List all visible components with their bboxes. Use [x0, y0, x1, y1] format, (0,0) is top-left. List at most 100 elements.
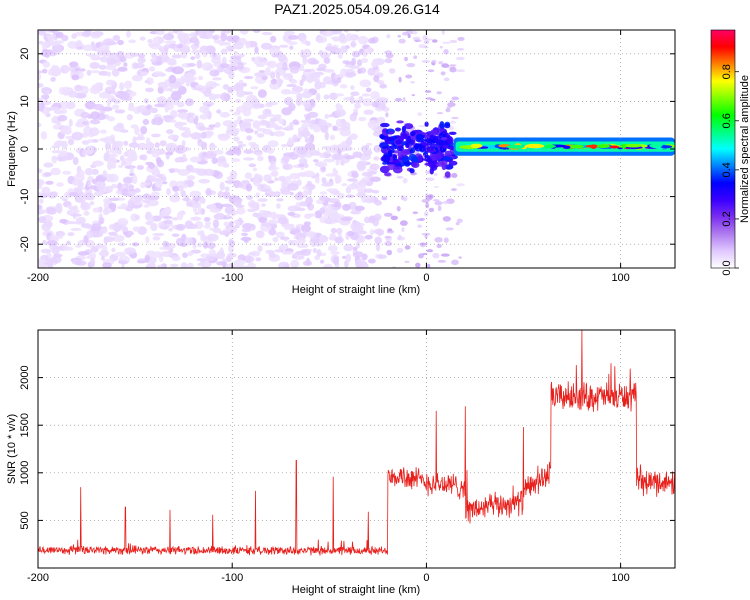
- spectrogram-cell: [59, 196, 65, 200]
- spectrogram-cell: [150, 107, 158, 114]
- spectrogram-cell: [251, 98, 260, 108]
- spectrogram-cell: [237, 62, 244, 70]
- spectrogram-cell: [389, 68, 396, 74]
- spectrogram-cell: [409, 147, 416, 154]
- spectrogram-cell: [107, 58, 117, 65]
- spectrogram-cell: [157, 86, 164, 94]
- spectrogram-cell: [319, 153, 325, 159]
- spectrogram-cell: [38, 70, 43, 74]
- spectrogram-cell: [446, 136, 454, 145]
- spectrogram-cell: [339, 128, 351, 137]
- spectrogram-cell: [455, 222, 460, 226]
- spectrogram-cell: [238, 265, 249, 268]
- spectrogram-cell: [241, 232, 248, 237]
- spectrogram-cell: [349, 133, 358, 140]
- spectrogram-cell: [76, 46, 82, 50]
- spectrogram-cell: [94, 181, 106, 190]
- spectrogram-cell: [170, 119, 177, 123]
- spectrogram-cell: [423, 152, 428, 156]
- spectrogram-cell: [156, 173, 163, 178]
- spectrogram-cell: [139, 36, 146, 41]
- spectrogram-cell: [367, 119, 380, 129]
- spectrogram-cell: [287, 211, 296, 216]
- spectrogram-cell: [160, 176, 167, 181]
- spectrogram-cell: [395, 139, 403, 145]
- spectrogram-cell: [253, 30, 261, 33]
- spectrogram-cell: [337, 149, 342, 155]
- spectrogram-cell: [247, 262, 256, 268]
- spectrogram-cell: [368, 171, 377, 175]
- spectrogram-cell: [373, 75, 380, 83]
- spectrogram-cell: [405, 142, 410, 148]
- spectrogram-cell: [254, 46, 259, 54]
- spectrogram-cell: [131, 175, 138, 185]
- spectrogram-cell: [319, 207, 326, 214]
- spectrogram-cell: [406, 30, 414, 35]
- spectrogram-cell: [396, 205, 401, 212]
- spectrogram-cell: [220, 32, 228, 42]
- spectrogram-cell: [247, 208, 256, 213]
- spectrogram-cell: [92, 207, 101, 213]
- spectrogram-cell: [39, 259, 47, 264]
- spectrogram-cell: [109, 197, 120, 201]
- spectrogram-cell: [458, 256, 462, 259]
- spectrogram-cell: [398, 38, 406, 44]
- spectrogram-cell: [198, 179, 211, 184]
- colorbar-tick-label: 0.6: [721, 113, 733, 128]
- spectrogram-cell: [153, 187, 162, 192]
- spectrogram-cell: [196, 59, 203, 69]
- spectrogram-cell: [43, 162, 54, 168]
- spectrogram-cell: [134, 126, 140, 136]
- spectrogram-cell: [304, 137, 313, 143]
- spectrogram-cell: [396, 120, 404, 124]
- spectrogram-cell: [184, 129, 192, 137]
- spectrogram-cell: [356, 185, 367, 193]
- spectrogram-cell: [140, 181, 146, 189]
- spectrogram-cell: [69, 208, 80, 214]
- spectrogram-cell: [359, 48, 364, 53]
- spectrogram-cell: [442, 156, 453, 161]
- spectrogram-cell: [286, 125, 292, 129]
- spectrogram-cell: [424, 211, 429, 217]
- spectrogram-cell: [351, 50, 361, 58]
- spectrogram-cell: [124, 247, 136, 255]
- spectrogram-cell: [93, 191, 104, 197]
- spectrogram-cell: [74, 84, 83, 92]
- spectrogram-cell: [265, 120, 271, 129]
- spectrogram-cell: [296, 243, 309, 249]
- spectrogram-cell: [47, 37, 54, 42]
- spectrogram-cell: [310, 72, 321, 80]
- spectrogram-cell: [252, 167, 258, 172]
- spectrogram-cell: [440, 160, 448, 166]
- spectrogram-cell: [237, 183, 244, 188]
- spectrogram-cell: [243, 157, 255, 161]
- spectrogram-cell: [42, 61, 51, 68]
- spectrogram-cell: [218, 190, 223, 198]
- spectrogram-cell: [279, 44, 289, 48]
- spectrogram-cell: [41, 186, 51, 195]
- spectrogram-cell: [451, 116, 459, 120]
- spectrogram-cell: [184, 237, 194, 246]
- spectrogram-cell: [385, 53, 394, 59]
- spectrogram-cell: [88, 103, 97, 108]
- spectrogram-cell: [274, 114, 282, 119]
- spectrogram-cell: [236, 207, 246, 215]
- spectrogram-cell: [150, 191, 160, 197]
- spectrogram-cell: [171, 217, 179, 221]
- spectrogram-cell: [181, 149, 187, 153]
- spectrogram-cell: [241, 223, 253, 230]
- snr-x-axis-label: Height of straight line (km): [292, 584, 420, 596]
- spectrogram-cell: [407, 34, 411, 39]
- spectrogram-cell: [309, 98, 315, 108]
- spectrogram-cell: [424, 121, 429, 127]
- spectrogram-cell: [86, 194, 95, 201]
- spectrogram-cell: [190, 56, 196, 60]
- spectrogram-cell: [82, 44, 94, 52]
- spectrogram-cell: [150, 175, 156, 182]
- spectrogram-cell: [347, 178, 358, 182]
- spectrogram-cell: [174, 191, 179, 198]
- spectrogram-cell: [256, 231, 264, 238]
- spectrogram-cell: [60, 64, 70, 74]
- spectrogram-cell: [45, 49, 54, 55]
- spectrogram-cell: [226, 255, 232, 262]
